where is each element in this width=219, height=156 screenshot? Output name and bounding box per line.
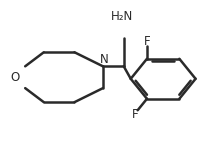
- Text: F: F: [132, 108, 139, 121]
- Text: O: O: [10, 71, 19, 84]
- Text: F: F: [144, 35, 150, 48]
- Text: H₂N: H₂N: [110, 10, 133, 23]
- Text: N: N: [100, 53, 108, 66]
